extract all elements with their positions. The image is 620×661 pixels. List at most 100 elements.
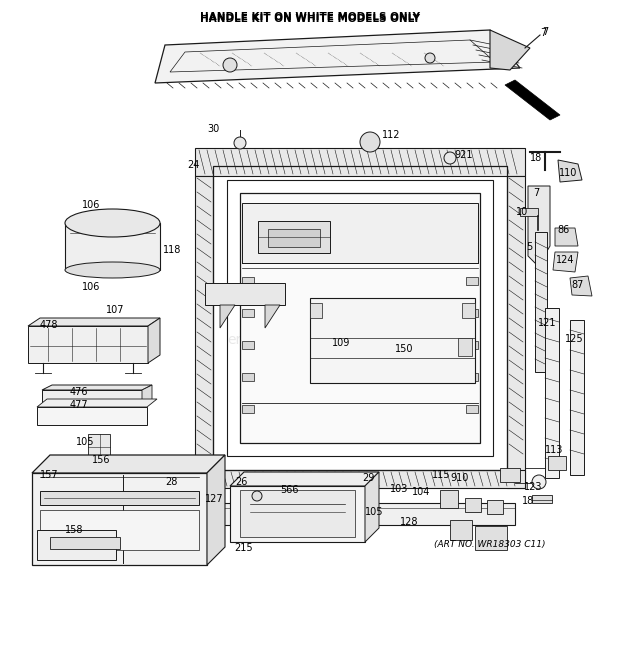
Polygon shape	[466, 405, 478, 413]
Polygon shape	[466, 373, 478, 381]
Bar	[458, 338, 472, 356]
Bar	[205, 503, 515, 525]
Bar	[545, 308, 559, 478]
Polygon shape	[205, 283, 285, 305]
Circle shape	[223, 58, 237, 72]
Bar	[500, 468, 520, 482]
Text: 156: 156	[92, 455, 110, 465]
Circle shape	[532, 475, 546, 489]
Bar	[487, 500, 503, 514]
Text: 18: 18	[522, 496, 534, 506]
Polygon shape	[148, 318, 160, 363]
Text: (ART NO. WR18303 C11): (ART NO. WR18303 C11)	[434, 540, 546, 549]
Polygon shape	[466, 277, 478, 285]
Text: 105: 105	[76, 437, 94, 447]
Circle shape	[234, 137, 246, 149]
Bar	[475, 526, 507, 550]
Bar	[450, 520, 472, 540]
Polygon shape	[365, 472, 379, 542]
Text: 104: 104	[412, 487, 430, 497]
Text: 107: 107	[106, 305, 125, 315]
Polygon shape	[242, 213, 254, 221]
Text: ereplacementparts.com: ereplacementparts.com	[227, 333, 393, 347]
Text: 921: 921	[454, 150, 472, 160]
Polygon shape	[490, 30, 530, 70]
Text: 215: 215	[234, 543, 252, 553]
Polygon shape	[505, 80, 560, 120]
Text: 158: 158	[65, 525, 84, 535]
Text: 478: 478	[40, 320, 58, 330]
Polygon shape	[242, 373, 254, 381]
Text: 125: 125	[565, 334, 583, 344]
Text: 157: 157	[40, 470, 59, 480]
Polygon shape	[242, 245, 254, 253]
Text: 110: 110	[559, 168, 577, 178]
Polygon shape	[220, 305, 235, 328]
Polygon shape	[207, 455, 225, 565]
Polygon shape	[242, 277, 254, 285]
Text: 121: 121	[538, 318, 557, 328]
Text: 7: 7	[542, 27, 548, 37]
Text: 106: 106	[82, 282, 100, 292]
Bar	[240, 193, 480, 443]
Polygon shape	[520, 208, 538, 216]
Bar	[88, 434, 110, 459]
Polygon shape	[265, 305, 280, 328]
Polygon shape	[466, 213, 478, 221]
Polygon shape	[555, 228, 578, 246]
Text: 112: 112	[382, 130, 401, 140]
Polygon shape	[310, 298, 475, 383]
Polygon shape	[195, 176, 213, 488]
Bar	[465, 498, 481, 512]
Polygon shape	[32, 455, 225, 473]
Polygon shape	[28, 318, 160, 326]
Circle shape	[252, 491, 262, 501]
Text: 109: 109	[332, 338, 350, 348]
Polygon shape	[466, 245, 478, 253]
Text: 5: 5	[526, 242, 532, 252]
Text: 30: 30	[207, 124, 219, 134]
Polygon shape	[462, 303, 475, 318]
Polygon shape	[528, 186, 550, 266]
Text: 118: 118	[163, 245, 182, 255]
Bar	[40, 510, 199, 550]
Polygon shape	[570, 276, 592, 296]
Bar	[440, 490, 458, 508]
Polygon shape	[242, 309, 254, 317]
Polygon shape	[37, 399, 157, 407]
Bar	[213, 166, 507, 470]
Text: 476: 476	[70, 387, 89, 397]
Text: 115: 115	[432, 470, 451, 480]
Text: 477: 477	[70, 400, 89, 410]
Text: 103: 103	[390, 484, 409, 494]
Bar	[535, 232, 547, 372]
Polygon shape	[310, 303, 322, 318]
Ellipse shape	[65, 262, 160, 278]
Polygon shape	[242, 405, 254, 413]
Text: 910: 910	[450, 473, 468, 483]
Text: 123: 123	[524, 482, 542, 492]
Polygon shape	[155, 30, 520, 83]
Text: 106: 106	[82, 200, 100, 210]
Polygon shape	[242, 203, 478, 263]
Polygon shape	[558, 160, 582, 182]
Text: HANDLE KIT ON WHITE MODELS ONLY: HANDLE KIT ON WHITE MODELS ONLY	[200, 12, 420, 22]
Polygon shape	[258, 221, 330, 253]
Text: 128: 128	[400, 517, 419, 527]
Polygon shape	[142, 385, 152, 405]
Text: 113: 113	[545, 445, 564, 455]
Polygon shape	[195, 148, 525, 176]
Polygon shape	[466, 309, 478, 317]
Ellipse shape	[65, 209, 160, 237]
Text: 18: 18	[530, 153, 542, 163]
Circle shape	[425, 53, 435, 63]
Polygon shape	[32, 473, 207, 565]
Polygon shape	[230, 472, 379, 486]
Polygon shape	[37, 407, 147, 425]
Polygon shape	[42, 385, 152, 390]
Polygon shape	[230, 486, 365, 542]
Polygon shape	[553, 252, 578, 272]
Polygon shape	[195, 470, 525, 488]
Bar	[570, 320, 584, 475]
Text: 150: 150	[395, 344, 414, 354]
